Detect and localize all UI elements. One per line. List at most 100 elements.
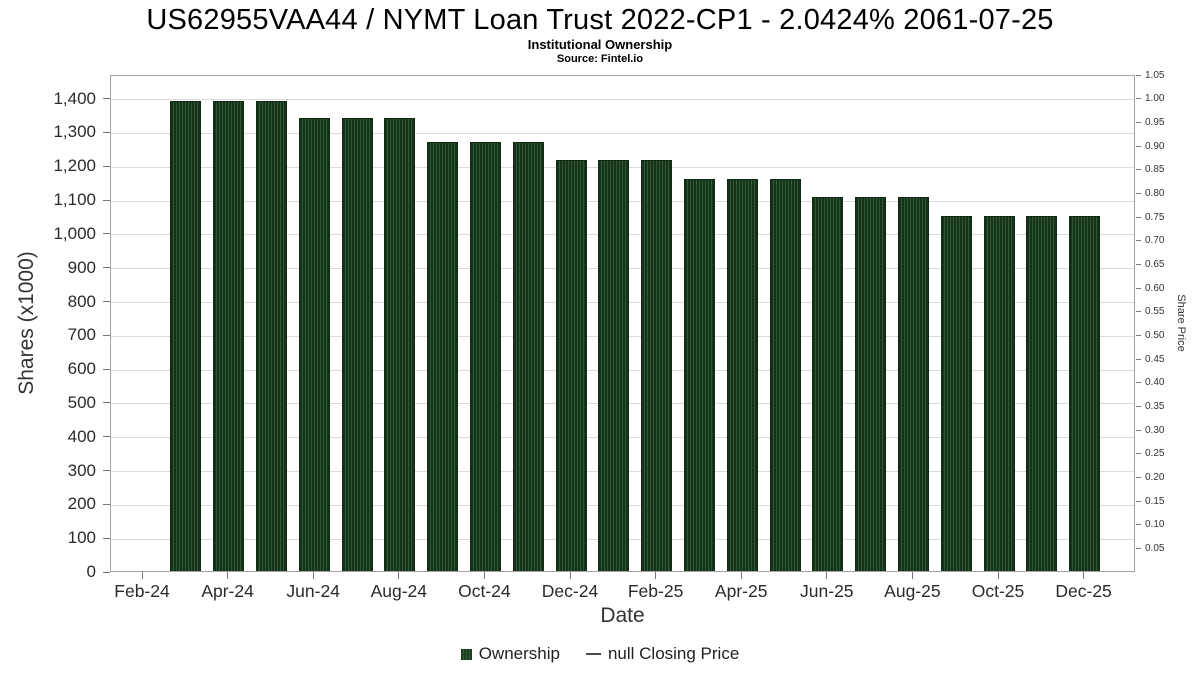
ownership-bar bbox=[726, 178, 758, 571]
right-tick-mark bbox=[1136, 382, 1141, 384]
right-tick-mark bbox=[1136, 98, 1141, 100]
x-tick-mark bbox=[398, 572, 400, 579]
y-tick-mark bbox=[103, 98, 110, 100]
closing-price-line-icon bbox=[585, 652, 601, 656]
right-tick-mark bbox=[1136, 74, 1141, 76]
right-tick-label: 0.70 bbox=[1145, 235, 1165, 247]
right-tick-mark bbox=[1136, 524, 1141, 526]
right-tick-mark bbox=[1136, 240, 1141, 242]
x-tick-mark bbox=[740, 572, 742, 579]
x-tick-label: Feb-25 bbox=[627, 581, 684, 601]
right-tick-mark bbox=[1136, 547, 1141, 549]
right-tick-label: 0.40 bbox=[1145, 377, 1165, 389]
ownership-bar bbox=[341, 117, 373, 571]
y-tick-mark bbox=[103, 537, 110, 539]
y-tick-label: 300 bbox=[67, 460, 96, 480]
x-tick-label: Aug-25 bbox=[884, 581, 941, 601]
right-tick-mark bbox=[1136, 263, 1141, 265]
y-tick-mark bbox=[103, 267, 110, 269]
right-tick-label: 1.00 bbox=[1145, 93, 1165, 105]
y-tick-label: 1,000 bbox=[53, 223, 96, 243]
ownership-bar bbox=[812, 197, 844, 571]
right-tick-label: 0.35 bbox=[1145, 400, 1165, 412]
y-tick-label: 0 bbox=[86, 562, 96, 581]
right-tick-mark bbox=[1136, 287, 1141, 289]
y-tick-label: 200 bbox=[67, 494, 96, 514]
ownership-bar bbox=[897, 197, 929, 571]
x-tick-label: Dec-25 bbox=[1055, 581, 1112, 601]
ownership-bar bbox=[512, 141, 544, 571]
right-tick-mark bbox=[1136, 311, 1141, 313]
right-tick-mark bbox=[1136, 192, 1141, 194]
ownership-bar bbox=[555, 160, 587, 571]
right-tick-label: 0.80 bbox=[1145, 187, 1165, 199]
x-tick-label: Dec-24 bbox=[541, 581, 599, 601]
right-tick-label: 0.90 bbox=[1145, 140, 1165, 152]
y-tick-label: 100 bbox=[67, 528, 96, 548]
x-tick-label: Oct-25 bbox=[971, 581, 1025, 601]
right-tick-label: 0.45 bbox=[1145, 353, 1165, 365]
right-tick-mark bbox=[1136, 358, 1141, 360]
x-tick-label: Apr-25 bbox=[714, 581, 768, 601]
h-gridline bbox=[111, 99, 1134, 101]
y-tick-mark bbox=[103, 470, 110, 472]
x-tick-label: Oct-24 bbox=[458, 581, 511, 601]
x-tick-label: Feb-24 bbox=[114, 581, 170, 601]
right-tick-label: 0.15 bbox=[1145, 495, 1165, 507]
ownership-bar bbox=[683, 178, 715, 571]
y-tick-mark bbox=[103, 334, 110, 336]
right-tick-label: 1.05 bbox=[1145, 69, 1165, 81]
x-tick-mark bbox=[312, 572, 314, 579]
right-tick-label: 0.75 bbox=[1145, 211, 1165, 223]
x-tick-mark bbox=[826, 572, 828, 579]
x-tick-mark bbox=[911, 572, 913, 579]
y-tick-label: 1,400 bbox=[53, 88, 96, 108]
ownership-bar bbox=[940, 216, 972, 571]
right-tick-mark bbox=[1136, 429, 1141, 431]
ownership-swatch-icon bbox=[460, 648, 472, 660]
right-tick-mark bbox=[1136, 405, 1141, 407]
y-tick-mark bbox=[103, 301, 110, 303]
right-tick-mark bbox=[1136, 121, 1141, 123]
ownership-bar bbox=[427, 141, 459, 571]
y-tick-mark bbox=[103, 233, 110, 235]
ownership-bar bbox=[769, 178, 801, 571]
ownership-bar bbox=[170, 101, 202, 571]
x-tick-label: Jun-25 bbox=[800, 581, 854, 601]
y-tick-label: 1,100 bbox=[53, 190, 96, 210]
ownership-bar bbox=[598, 160, 630, 571]
x-tick-mark bbox=[1083, 572, 1085, 579]
y-tick-label: 600 bbox=[67, 359, 96, 379]
ownership-bar bbox=[255, 101, 287, 571]
x-tick-label: Aug-24 bbox=[370, 581, 428, 601]
right-tick-mark bbox=[1136, 169, 1141, 171]
ownership-bar bbox=[469, 141, 501, 571]
right-tick-mark bbox=[1136, 453, 1141, 455]
legend-item-closing-price: null Closing Price bbox=[585, 644, 740, 664]
legend-closing-price-label: null Closing Price bbox=[607, 644, 740, 663]
ownership-bar bbox=[983, 216, 1015, 571]
y-tick-label: 500 bbox=[67, 392, 96, 412]
ownership-bar bbox=[298, 117, 330, 571]
ownership-bar bbox=[855, 197, 887, 571]
right-tick-label: 0.25 bbox=[1145, 448, 1165, 460]
y-axis-left: 0 100 200 300 400 500 600 700 800 900 1,000 1,100 1,… bbox=[0, 75, 110, 581]
right-tick-label: 0.50 bbox=[1145, 329, 1165, 341]
y-tick-mark bbox=[103, 165, 110, 167]
right-tick-mark bbox=[1136, 334, 1141, 336]
y-tick-label: 1,300 bbox=[53, 122, 96, 142]
x-tick-mark bbox=[997, 572, 999, 579]
right-tick-label: 0.85 bbox=[1145, 164, 1165, 176]
ownership-bar bbox=[641, 160, 673, 571]
y-tick-label: 900 bbox=[67, 257, 96, 277]
right-tick-mark bbox=[1136, 145, 1141, 147]
right-tick-mark bbox=[1136, 500, 1141, 502]
y-tick-mark bbox=[103, 368, 110, 370]
y-tick-mark bbox=[103, 436, 110, 438]
right-tick-label: 0.05 bbox=[1145, 542, 1165, 554]
y-tick-label: 700 bbox=[67, 325, 96, 345]
ownership-bar bbox=[384, 117, 416, 571]
x-tick-mark bbox=[483, 572, 485, 579]
y-tick-label: 800 bbox=[67, 291, 96, 311]
